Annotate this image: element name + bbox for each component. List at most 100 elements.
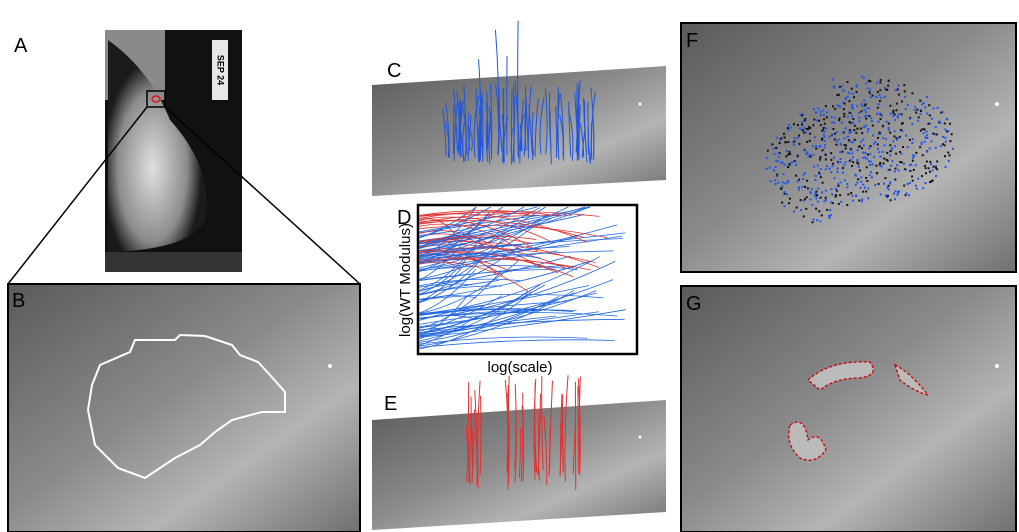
contour-point <box>774 182 777 185</box>
contour-point <box>865 157 868 160</box>
contour-point <box>848 120 851 123</box>
contour-point <box>889 150 892 153</box>
contour-point <box>910 163 913 166</box>
contour-point <box>909 169 912 172</box>
contour-point <box>881 114 884 117</box>
contour-point <box>793 137 796 140</box>
contour-point <box>817 107 820 110</box>
maxima-line <box>510 128 513 152</box>
panel-label: E <box>384 393 397 415</box>
contour-point <box>802 215 805 218</box>
contour-point <box>917 177 920 180</box>
contour-point <box>879 81 882 84</box>
contour-point <box>839 143 842 146</box>
contour-point <box>780 137 783 140</box>
contour-point <box>851 106 854 109</box>
contour-point <box>863 115 866 118</box>
contour-point <box>847 151 850 154</box>
contour-point <box>840 200 843 203</box>
contour-point <box>838 119 841 122</box>
contour-point <box>914 105 917 108</box>
contour-point <box>803 131 806 134</box>
contour-point <box>793 210 796 213</box>
contour-point <box>893 170 896 173</box>
contour-point <box>855 91 858 94</box>
contour-point <box>900 152 903 155</box>
film-bottom <box>105 252 242 272</box>
contour-point <box>802 177 805 180</box>
contour-point <box>861 198 864 201</box>
contour-point <box>852 121 855 124</box>
contour-point <box>804 118 807 121</box>
contour-point <box>858 199 861 202</box>
maxima-line <box>524 103 527 151</box>
contour-point <box>889 182 892 185</box>
contour-point <box>814 174 817 177</box>
contour-point <box>821 129 824 132</box>
curve <box>418 316 478 346</box>
curve <box>418 206 591 251</box>
contour-point <box>886 151 889 154</box>
contour-point <box>809 132 812 135</box>
contour-point <box>851 141 854 144</box>
contour-point <box>833 138 836 141</box>
contour-point <box>889 199 892 202</box>
red-maxima-lines <box>465 375 581 490</box>
contour-point <box>889 112 892 115</box>
curve <box>418 279 614 329</box>
contour-point <box>922 102 925 105</box>
contour-point <box>928 122 931 125</box>
maxima-line <box>531 111 535 156</box>
contour-point <box>793 140 796 143</box>
contour-point <box>772 147 775 150</box>
contour-point <box>825 116 828 119</box>
contour-point <box>821 138 824 141</box>
panel-b-image <box>7 283 361 532</box>
contour-point <box>784 141 787 144</box>
contour-point <box>823 135 826 138</box>
contour-point <box>912 154 915 157</box>
contour-point <box>870 176 873 179</box>
contour-point <box>900 161 903 164</box>
contour-point <box>837 161 840 164</box>
maxima-line <box>444 102 450 158</box>
contour-point <box>873 156 876 159</box>
maxima-line <box>567 108 574 162</box>
contour-point <box>823 200 826 203</box>
contour-point <box>836 94 839 97</box>
contour-point <box>796 137 799 140</box>
contour-point <box>789 152 792 155</box>
contour-point <box>920 175 923 178</box>
contour-point <box>889 154 892 157</box>
contour-point <box>887 126 890 129</box>
contour-point <box>879 164 882 167</box>
contour-point <box>811 203 814 206</box>
contour-point <box>912 168 915 171</box>
contour-point <box>778 138 781 141</box>
contour-point <box>792 123 795 126</box>
contour-point <box>893 130 896 133</box>
contour-point <box>813 194 816 197</box>
maxima-line <box>559 423 564 473</box>
maxima-line <box>555 106 558 158</box>
contour-point <box>920 141 923 144</box>
contour-point <box>900 100 903 103</box>
contour-point <box>863 104 866 107</box>
contour-point <box>880 165 883 168</box>
contour-point <box>879 79 882 82</box>
contour-point <box>833 177 836 180</box>
contour-point <box>926 136 929 139</box>
contour-point <box>820 214 823 217</box>
contour-point <box>911 123 914 126</box>
contour-point <box>787 128 790 131</box>
contour-point <box>815 119 818 122</box>
contour-point <box>860 200 863 203</box>
curve <box>418 247 596 263</box>
maxima-line <box>457 101 463 155</box>
contour-point <box>801 129 804 132</box>
contour-point <box>893 198 896 201</box>
contour-point <box>843 179 846 182</box>
contour-point <box>942 135 945 138</box>
contour-point <box>919 109 922 112</box>
